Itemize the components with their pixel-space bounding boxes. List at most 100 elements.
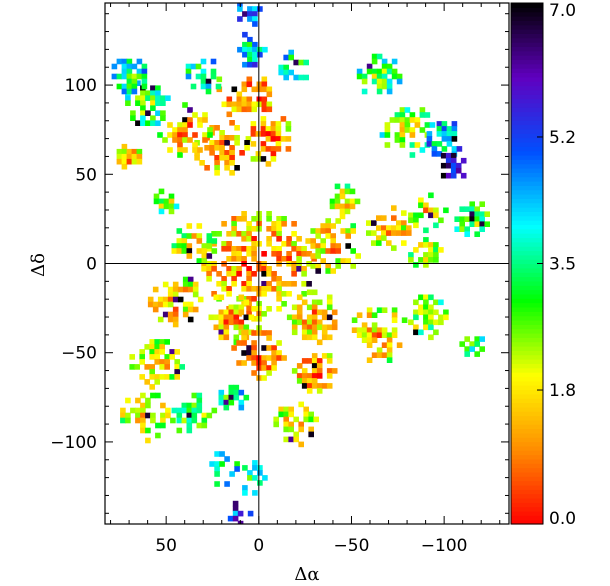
heat-cell (231, 221, 237, 227)
heat-cell (381, 73, 388, 80)
heat-cell (182, 102, 188, 108)
heat-cell (276, 236, 282, 242)
colorbar-strip (511, 393, 543, 399)
heat-cell (236, 231, 242, 237)
heat-cell (206, 266, 212, 272)
heat-cell (275, 141, 282, 147)
heat-cell (266, 286, 272, 292)
heat-cell (154, 379, 160, 385)
heat-cell (150, 100, 156, 106)
heat-cell (296, 251, 302, 257)
heat-cell (296, 378, 303, 384)
heat-cell (320, 258, 326, 264)
heat-cell (251, 340, 257, 346)
heat-cell (242, 465, 248, 471)
heat-cell (192, 142, 198, 148)
heat-cell (376, 78, 383, 85)
heat-cell (293, 74, 299, 81)
heat-cell (152, 306, 159, 313)
colorbar-strip (511, 89, 543, 95)
colorbar-strip (511, 176, 543, 182)
colorbar-strip (511, 220, 543, 226)
heat-cell (228, 389, 235, 396)
heat-cell (306, 314, 313, 321)
colorbar-strip (511, 133, 543, 139)
heat-cell (371, 312, 378, 318)
heat-cell (135, 95, 141, 101)
heat-cell (266, 101, 273, 108)
heat-cell (221, 286, 227, 292)
heat-cell (196, 248, 203, 254)
heat-cell (386, 88, 393, 95)
heat-cell (129, 354, 135, 360)
heat-cell (196, 392, 203, 399)
heat-cell (326, 324, 333, 331)
heat-cell (177, 132, 183, 138)
colorbar-strip (511, 37, 543, 43)
heat-cell (149, 369, 155, 375)
heat-cell (469, 211, 475, 217)
heat-cell (135, 120, 141, 126)
heat-cell (121, 68, 128, 75)
heat-cell (306, 251, 312, 257)
heat-cell (424, 112, 431, 118)
heat-cell (355, 253, 361, 259)
heat-cell (396, 73, 403, 80)
heat-cell (234, 140, 240, 146)
heat-cell (241, 81, 248, 88)
heat-cell (126, 83, 133, 90)
heat-cell (296, 314, 303, 321)
heat-cell (223, 324, 230, 331)
heat-cell (340, 258, 346, 264)
heat-cell (266, 241, 272, 247)
colorbar-strip (511, 246, 543, 252)
heat-cell (223, 404, 230, 411)
heat-cell (351, 317, 358, 323)
heat-region (111, 58, 148, 95)
heat-cell (396, 220, 402, 226)
heat-cell (276, 291, 282, 297)
heat-cell (210, 58, 217, 65)
colorbar-strip (511, 24, 543, 30)
heat-cell (196, 402, 203, 409)
heat-cell (200, 78, 207, 85)
heat-cell (311, 314, 318, 321)
heat-cell (219, 155, 225, 161)
heat-cell (185, 63, 192, 70)
heat-cell (131, 158, 138, 165)
heat-cell (141, 68, 148, 75)
colorbar-strip (511, 20, 543, 26)
heat-cell (190, 63, 197, 70)
heat-region (209, 451, 240, 487)
heat-cell (126, 88, 133, 95)
heat-cell (206, 238, 213, 244)
heat-cell (335, 258, 341, 264)
heat-cell (291, 281, 297, 287)
colorbar-strip (511, 107, 543, 113)
heat-cell (242, 51, 248, 58)
heat-cell (159, 374, 165, 380)
heat-cell (266, 226, 272, 232)
heat-cell (311, 289, 318, 296)
heat-cell (428, 242, 434, 248)
heat-cell (257, 6, 263, 12)
heat-cell (291, 368, 298, 374)
heat-cell (182, 137, 188, 143)
heat-cell (413, 217, 419, 224)
heat-cell (266, 345, 272, 351)
colorbar-strip (511, 102, 543, 108)
heat-cell (135, 100, 141, 106)
heat-cell (381, 225, 387, 231)
heat-cell (308, 411, 314, 418)
heat-cell (321, 324, 328, 331)
heat-cell (423, 309, 429, 316)
heat-cell (418, 304, 424, 311)
colorbar-strip (511, 137, 543, 143)
heat-cell (291, 271, 297, 277)
heat-cell (242, 490, 248, 496)
heat-cell (201, 417, 208, 424)
heat-cell (204, 145, 210, 151)
heat-cell (172, 127, 178, 133)
heat-cell (441, 131, 448, 137)
heat-cell (160, 402, 166, 409)
